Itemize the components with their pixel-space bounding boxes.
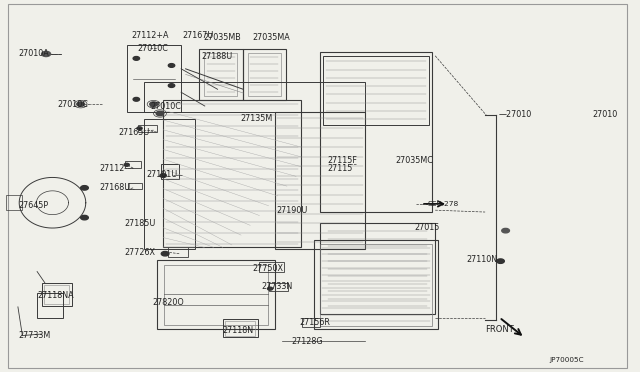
- Text: 27010C: 27010C: [58, 100, 88, 109]
- Text: 27118NA: 27118NA: [37, 291, 74, 300]
- Circle shape: [81, 186, 88, 190]
- Bar: [127, 45, 181, 112]
- Bar: [37, 293, 63, 318]
- Bar: [6, 195, 22, 210]
- Bar: [42, 283, 72, 306]
- Text: 27115: 27115: [328, 164, 353, 173]
- Text: 27733M: 27733M: [18, 331, 50, 340]
- Circle shape: [268, 287, 273, 290]
- Circle shape: [124, 163, 129, 166]
- Text: 27010: 27010: [592, 110, 617, 119]
- Text: 27010C: 27010C: [138, 44, 168, 53]
- Text: 27820O: 27820O: [152, 298, 184, 307]
- Bar: [161, 164, 179, 179]
- Circle shape: [133, 97, 140, 101]
- Text: 27188U: 27188U: [202, 52, 233, 61]
- Text: 27185U: 27185U: [125, 219, 156, 228]
- Text: 27750X: 27750X: [253, 264, 284, 273]
- Text: 27733N: 27733N: [261, 282, 292, 291]
- Bar: [269, 283, 288, 291]
- Text: 27165U: 27165U: [118, 128, 150, 137]
- Bar: [144, 119, 195, 249]
- Bar: [314, 240, 438, 329]
- Circle shape: [42, 51, 51, 57]
- Bar: [320, 52, 432, 212]
- Bar: [320, 223, 435, 314]
- Bar: [243, 49, 286, 100]
- Text: 27035MB: 27035MB: [204, 33, 241, 42]
- Circle shape: [81, 215, 88, 220]
- Bar: [259, 262, 284, 272]
- Bar: [199, 49, 243, 100]
- Circle shape: [150, 102, 157, 106]
- Text: 27010A: 27010A: [18, 49, 49, 58]
- Bar: [144, 82, 365, 112]
- Circle shape: [168, 64, 175, 67]
- Bar: [320, 244, 432, 326]
- Bar: [225, 321, 255, 336]
- Text: —27010: —27010: [499, 110, 532, 119]
- Bar: [223, 319, 258, 337]
- Bar: [157, 260, 275, 329]
- Text: 27112: 27112: [99, 164, 125, 173]
- Bar: [204, 53, 237, 96]
- Text: 27112+A: 27112+A: [131, 31, 169, 40]
- Circle shape: [133, 57, 140, 60]
- Circle shape: [77, 102, 84, 106]
- Bar: [128, 183, 142, 189]
- Text: 27167U: 27167U: [182, 31, 214, 40]
- Text: 27115F: 27115F: [328, 156, 358, 165]
- Bar: [164, 265, 268, 325]
- Circle shape: [137, 127, 142, 130]
- Text: 27015: 27015: [415, 223, 440, 232]
- Text: 27726X: 27726X: [125, 248, 156, 257]
- Text: 27010C: 27010C: [150, 102, 181, 110]
- Bar: [323, 56, 429, 125]
- Bar: [168, 247, 188, 257]
- Text: 27101U: 27101U: [146, 170, 177, 179]
- Text: JP70005C: JP70005C: [549, 357, 584, 363]
- Bar: [302, 318, 320, 327]
- Circle shape: [160, 174, 166, 177]
- Text: 27128G: 27128G: [291, 337, 323, 346]
- Bar: [125, 161, 141, 168]
- Bar: [163, 100, 301, 247]
- Bar: [248, 53, 281, 96]
- Text: 27135M: 27135M: [240, 114, 272, 123]
- Text: 27156R: 27156R: [300, 318, 330, 327]
- Circle shape: [161, 251, 169, 256]
- Circle shape: [502, 228, 509, 233]
- Bar: [275, 112, 365, 249]
- Text: SEC.278: SEC.278: [428, 201, 459, 207]
- Circle shape: [168, 84, 175, 87]
- Bar: [44, 285, 69, 304]
- Text: 27190U: 27190U: [276, 206, 308, 215]
- Text: 27118N: 27118N: [223, 326, 254, 335]
- Text: 27035MC: 27035MC: [396, 156, 433, 165]
- Circle shape: [497, 259, 504, 263]
- Bar: [138, 125, 157, 132]
- Text: 27645P: 27645P: [18, 201, 48, 210]
- Text: 27110N: 27110N: [466, 255, 497, 264]
- Text: 27035MA: 27035MA: [253, 33, 291, 42]
- Text: FRONT: FRONT: [485, 325, 514, 334]
- Text: 27168U: 27168U: [99, 183, 131, 192]
- Circle shape: [156, 111, 164, 116]
